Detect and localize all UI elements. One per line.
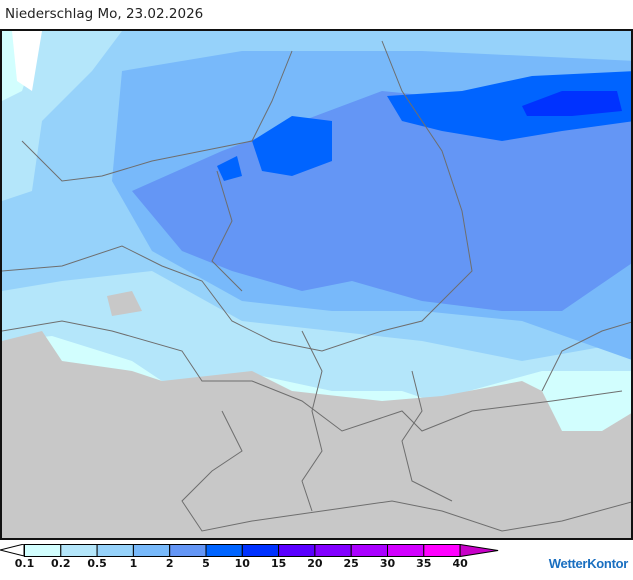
legend-color-box — [96, 544, 134, 557]
precip-area-10 — [522, 91, 622, 116]
legend-tick-label: 2 — [165, 557, 174, 570]
legend-underflow-arrow — [0, 544, 25, 557]
legend-color-box — [60, 544, 98, 557]
legend-color-box — [423, 544, 461, 557]
color-scale-legend — [0, 544, 499, 558]
map-title: Niederschlag Mo, 23.02.2026 — [5, 6, 204, 22]
legend-tick-label: 5 — [202, 557, 210, 570]
legend-tick-label: 10 — [234, 557, 250, 570]
legend-tick-label: 40 — [452, 557, 468, 570]
legend-tick-label: 0.5 — [87, 557, 107, 570]
legend-tick-label: 15 — [270, 557, 287, 570]
legend-color-box — [205, 544, 243, 557]
legend-tick-label: 35 — [416, 557, 432, 570]
legend-tick-label: 1 — [129, 557, 138, 570]
precip-area-5 — [217, 156, 242, 181]
precip-area-5 — [252, 116, 332, 176]
no-precip-area — [12, 31, 42, 91]
legend-tick-label: 0.1 — [14, 557, 35, 570]
legend-color-box — [387, 544, 425, 557]
legend-tick-label: 20 — [307, 557, 323, 570]
legend-color-box — [24, 544, 62, 557]
precip-area-5 — [387, 71, 631, 141]
legend-color-box — [314, 544, 352, 557]
no-data-area — [107, 291, 142, 316]
legend-tick-label: 25 — [343, 557, 359, 570]
legend-tick-label: 30 — [379, 557, 396, 570]
no-data-area — [2, 331, 631, 538]
country-borders — [2, 40, 631, 532]
legend-tick-label: 0.2 — [51, 557, 71, 570]
legend-color-box — [132, 544, 171, 557]
legend-color-box — [169, 544, 207, 557]
legend-color-box — [278, 544, 316, 557]
legend-color-box — [350, 544, 389, 557]
legend-color-box — [459, 544, 499, 558]
wetterkontor-logo: WetterKontor — [548, 556, 629, 571]
precipitation-map[interactable] — [0, 29, 633, 540]
legend-color-box — [241, 544, 280, 557]
